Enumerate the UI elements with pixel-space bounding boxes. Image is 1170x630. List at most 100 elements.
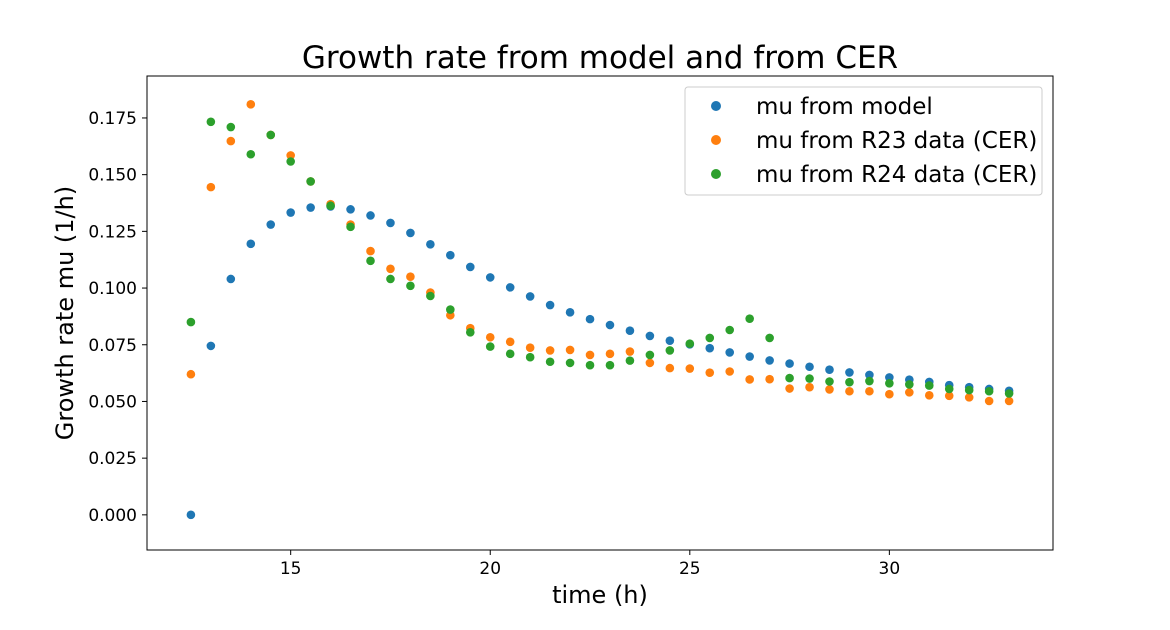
y-axis-title: Growth rate mu (1/h) [51,186,79,440]
data-point [625,347,635,356]
data-point [366,211,375,220]
data-point [984,396,994,406]
y-tick-label: 0.000 [88,506,137,526]
legend-label: mu from R23 data (CER) [756,128,1037,154]
series-1 [186,202,1014,520]
legend-box [684,86,1043,196]
data-point [984,386,994,396]
plot-frame [146,75,1054,551]
y-tick-label: 0.050 [88,392,137,412]
data-point [366,246,375,256]
data-point [964,393,974,402]
data-point [605,349,615,359]
data-point [785,373,794,383]
data-point [825,377,834,386]
data-point [785,384,794,393]
data-point [625,326,635,335]
y-tick-label: 0.175 [88,109,137,129]
data-point [186,510,196,520]
data-point [665,346,675,355]
data-point [565,345,575,355]
data-point [346,222,355,232]
data-point [545,357,555,367]
data-point [585,314,595,324]
x-tick-label: 15 [280,559,302,579]
data-point [885,389,894,399]
data-point [845,368,854,377]
data-point [446,250,455,260]
data-point [964,385,974,395]
x-axis-title: time (h) [552,581,648,609]
data-point [505,337,515,347]
data-point [845,386,854,396]
data-point [924,391,934,400]
data-point [206,182,216,192]
data-point [226,274,236,284]
data-point [485,273,495,282]
data-point [406,228,415,238]
y-tick-label: 0.150 [88,166,137,186]
data-point [186,317,196,327]
data-point [605,320,615,330]
data-point [825,385,834,394]
data-point [685,339,695,348]
data-point [246,100,256,109]
data-point [465,262,475,272]
data-point [406,281,415,291]
data-point [924,381,934,390]
data-point [705,368,715,377]
x-tick-label: 25 [679,559,701,579]
data-point [386,264,395,274]
data-point [745,352,754,361]
data-point [386,274,395,284]
data-point [446,305,455,314]
data-point [525,352,535,362]
legend-label: mu from R24 data (CER) [756,162,1037,188]
data-point [645,358,655,368]
data-point [745,375,754,384]
data-point [865,386,874,396]
chart-title: Growth rate from model and from CER [302,40,898,76]
data-point [525,292,535,301]
data-point [745,314,754,323]
data-point [725,367,735,376]
data-point [585,360,595,370]
data-point [765,333,774,343]
data-point [665,363,675,373]
x-axis-ticks: 15 20 25 30 [280,550,900,579]
data-point [266,220,276,229]
data-point [206,341,216,351]
data-point [525,343,535,353]
y-tick-label: 0.100 [88,279,137,299]
data-point [505,283,515,292]
data-point [705,343,715,353]
data-point [545,300,555,310]
data-point [605,360,615,370]
plot-points [186,100,1014,520]
data-point [465,327,475,337]
data-point [426,291,435,301]
data-point [406,272,415,282]
data-point [366,256,375,266]
data-point [705,333,715,343]
x-tick-label: 20 [479,559,501,579]
data-point [565,358,575,368]
data-point [1004,389,1014,398]
data-point [386,218,395,228]
data-point [485,332,495,342]
data-point [765,356,774,365]
data-point [186,369,196,379]
data-point [805,362,814,372]
data-point [645,350,655,360]
data-point [885,379,894,388]
data-point [625,356,635,365]
data-point [785,359,794,368]
data-point [944,391,954,401]
data-point [944,384,954,394]
legend: mu from model mu from R23 data (CER) mu fr… [684,86,1043,196]
data-point [246,239,256,249]
data-point [545,346,555,355]
y-tick-label: 0.125 [88,222,137,242]
data-point [585,350,595,360]
